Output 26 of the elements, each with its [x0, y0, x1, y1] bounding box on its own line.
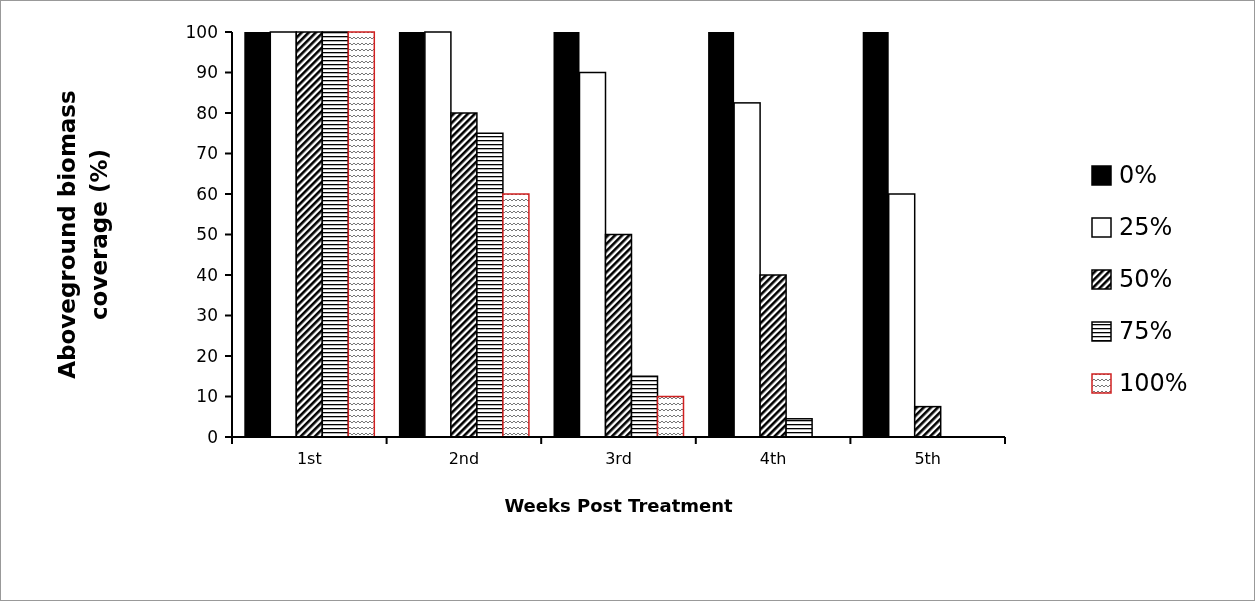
bar [656, 395, 685, 438]
legend-label: 50% [1119, 265, 1173, 294]
x-axis-title: Weeks Post Treatment [504, 495, 734, 516]
legend-label: 100% [1119, 369, 1188, 398]
y-tick-label: 10 [196, 386, 218, 407]
x-tick-label: 2nd [448, 449, 480, 468]
legend-label: 25% [1119, 213, 1173, 242]
legend-label: 0% [1119, 161, 1158, 190]
y-tick-label: 50 [196, 224, 218, 245]
y-tick-label: 100 [185, 21, 218, 42]
y-tick-label: 60 [196, 183, 218, 204]
y-tick-label: 90 [196, 62, 218, 83]
bar [502, 193, 530, 438]
x-tick-label: 5th [914, 449, 941, 468]
x-tick-label: 4th [759, 449, 787, 468]
x-tick-label: 1st [296, 449, 322, 468]
x-tick-label: 3rd [605, 449, 632, 468]
y-tick-label: 40 [196, 264, 218, 285]
y-tick-label: 80 [196, 102, 218, 123]
y-tick-label: 70 [196, 143, 218, 164]
legend-label: 75% [1119, 317, 1173, 346]
y-tick-label: 20 [196, 345, 218, 366]
bar [347, 31, 376, 438]
y-tick-label: 30 [196, 305, 218, 326]
y-axis-title: Aboveground biomass coverage (%) [54, 90, 112, 379]
y-tick-label: 0 [207, 426, 218, 447]
